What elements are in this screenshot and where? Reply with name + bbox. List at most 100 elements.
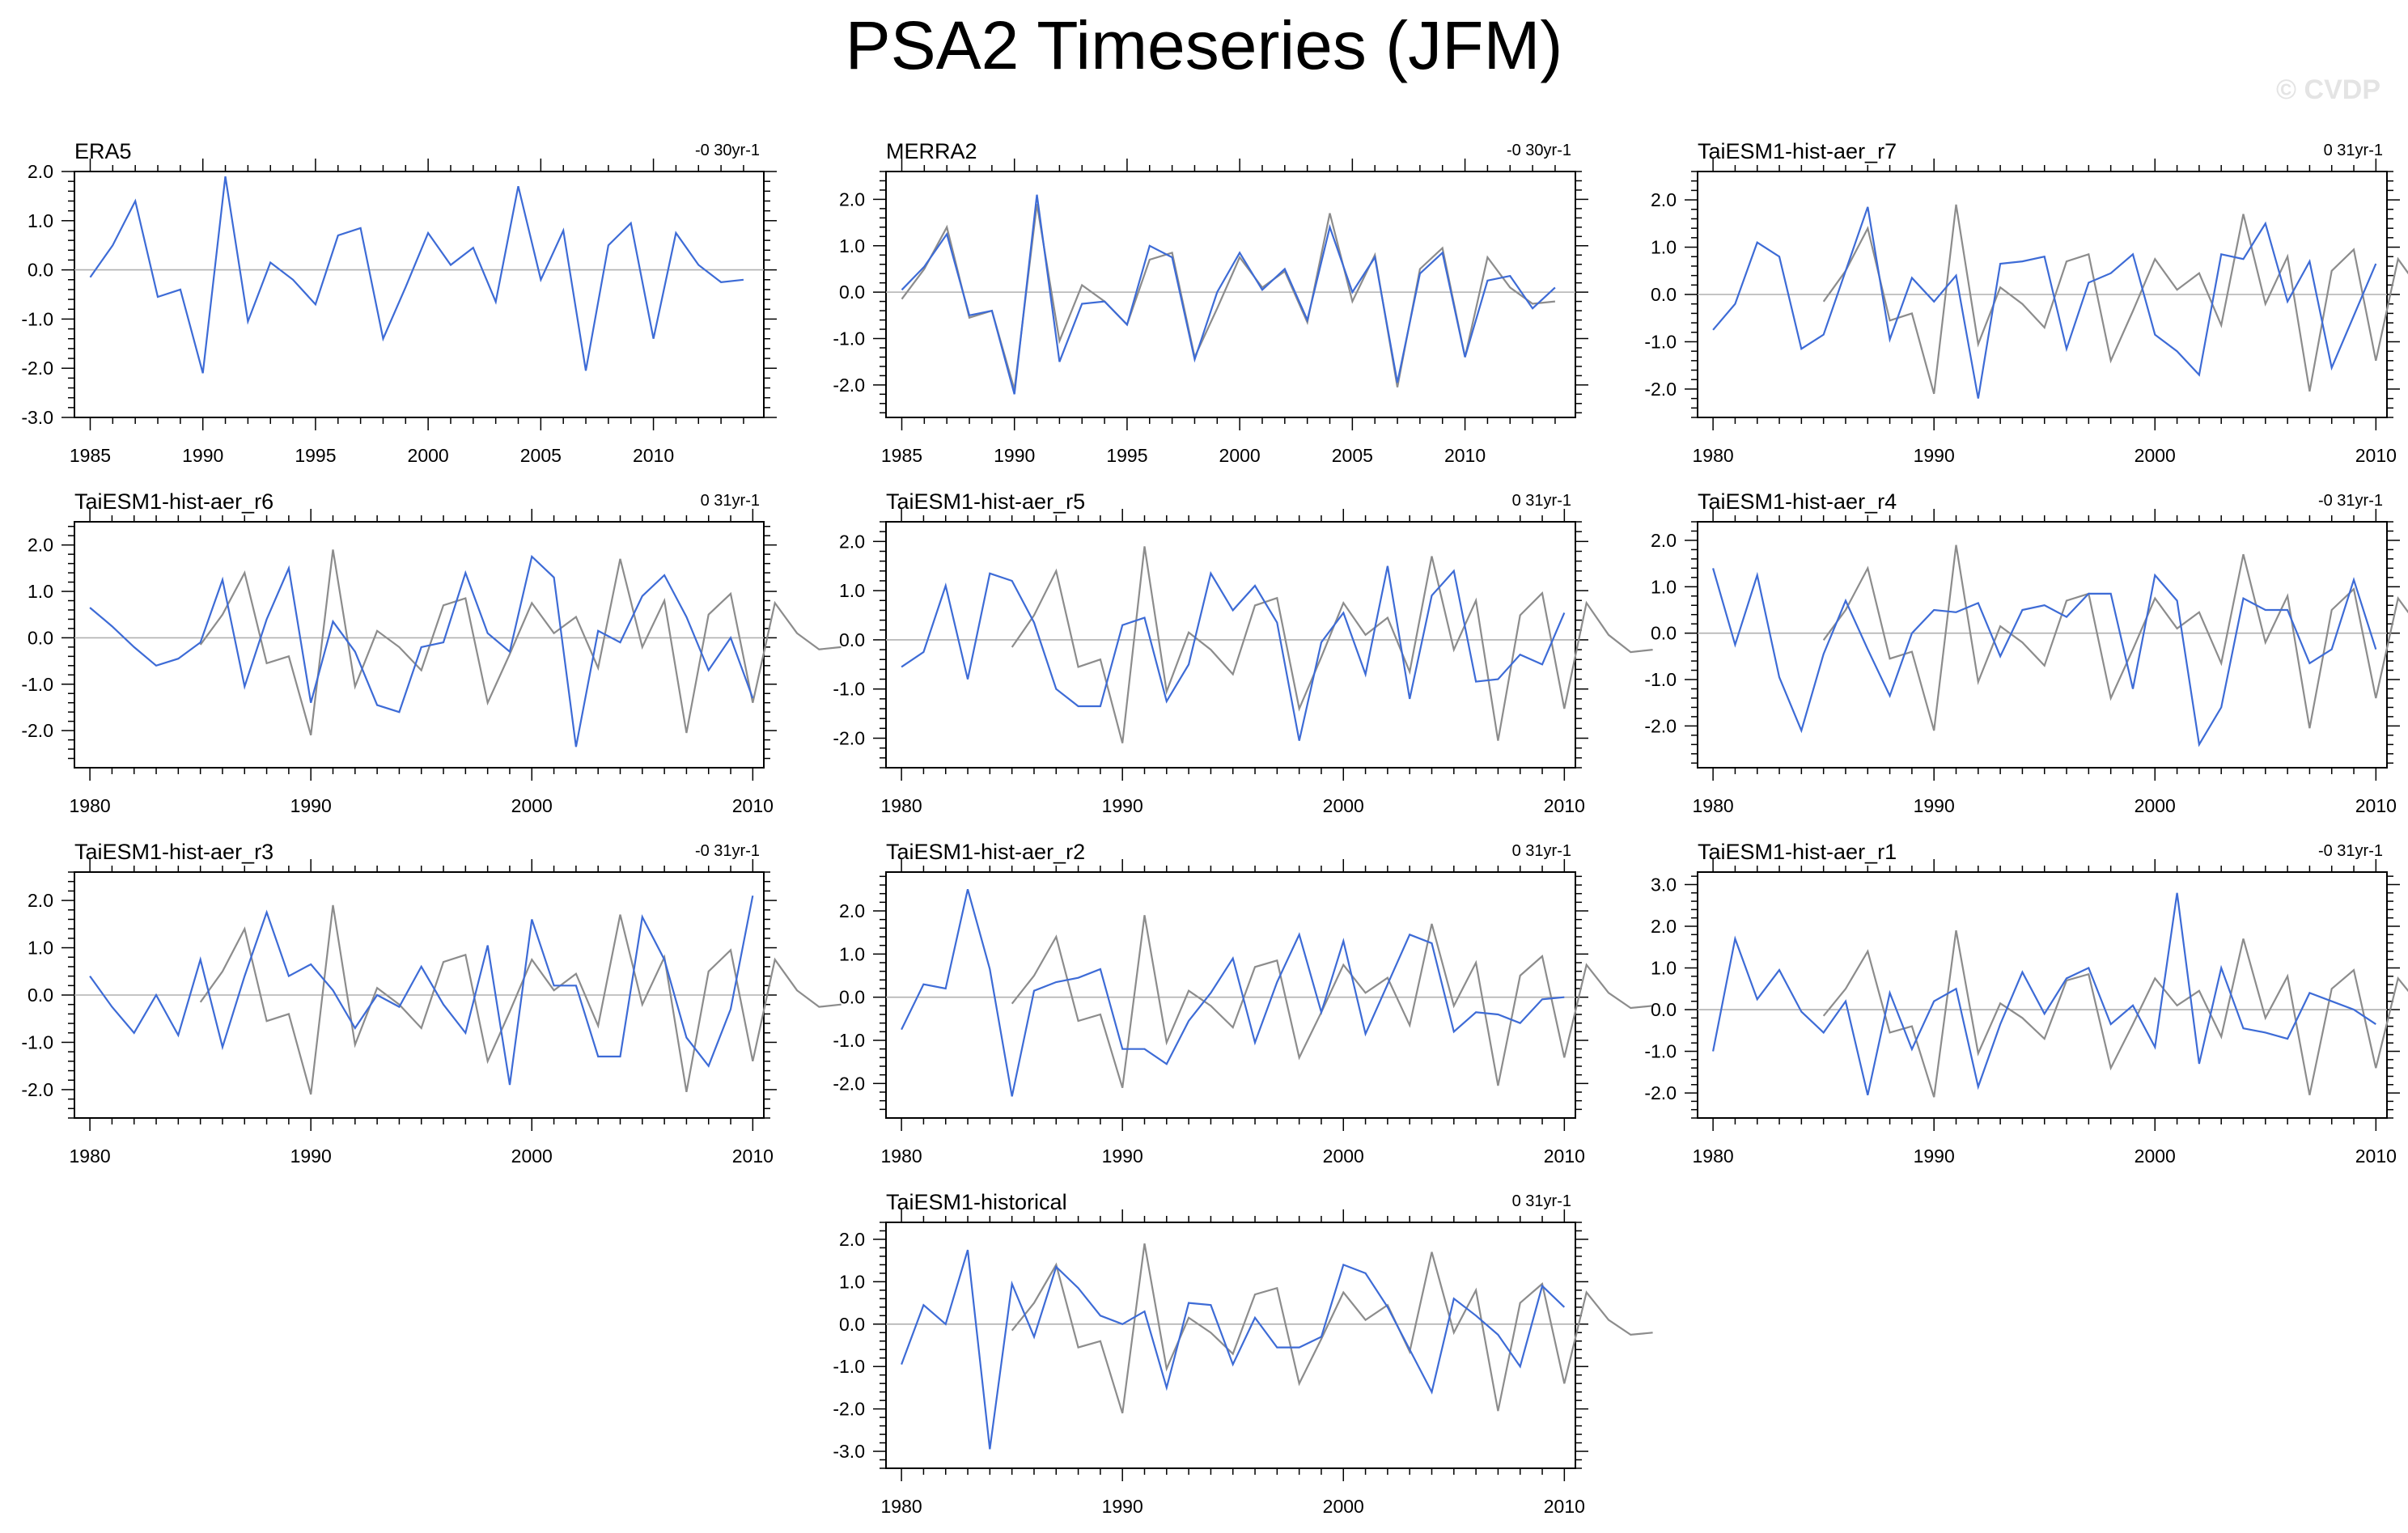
y-tick-label: -2.0	[21, 358, 53, 379]
y-tick-label: 2.0	[1651, 530, 1677, 551]
x-tick-label: 1985	[70, 445, 111, 466]
trend-label: 0 31yr-1	[1512, 1192, 1571, 1210]
x-tick-label: 2010	[732, 795, 774, 816]
x-tick-label: 1990	[290, 795, 332, 816]
x-tick-label: 2000	[2135, 1146, 2176, 1167]
trend-label: -0 31yr-1	[695, 842, 760, 860]
x-tick-label: 2010	[1444, 445, 1486, 466]
y-tick-label: 2.0	[839, 188, 865, 210]
series-line-model	[89, 176, 744, 374]
x-tick-label: 2010	[732, 1146, 774, 1167]
panel-title: TaiESM1-hist-aer_r7	[1698, 139, 1897, 163]
y-tick-label: -3.0	[833, 1441, 865, 1462]
y-tick-label: -1.0	[1644, 1041, 1677, 1062]
x-tick-label: 1990	[1914, 445, 1955, 466]
panel-9: TaiESM1-hist-aer_r1 -0 31yr-1 -2.0 -1.0 0.0 1…	[1644, 840, 2408, 1167]
y-tick-label: 0.0	[28, 627, 53, 648]
panel-8: TaiESM1-hist-aer_r2 0 31yr-1 -2.0 -1.0 0.0 1.…	[833, 840, 1653, 1167]
y-tick-label: -3.0	[21, 407, 53, 428]
panel-title: TaiESM1-hist-aer_r5	[886, 489, 1085, 514]
x-tick-label: 2000	[1323, 1146, 1364, 1167]
x-tick-label: 1995	[295, 445, 336, 466]
x-tick-label: 1980	[70, 795, 111, 816]
x-tick-label: 1985	[881, 445, 922, 466]
y-tick-label: 1.0	[839, 943, 865, 964]
trend-label: -0 31yr-1	[2318, 842, 2383, 860]
x-tick-label: 2000	[511, 1146, 553, 1167]
series-line-observation	[1822, 204, 2408, 395]
y-tick-label: -1.0	[833, 1030, 865, 1051]
x-tick-label: 1990	[1102, 795, 1143, 816]
y-tick-label: 1.0	[1651, 958, 1677, 979]
panel-10: TaiESM1-historical 0 31yr-1 -3.0 -2.0 -1.0 0.…	[833, 1190, 1653, 1517]
x-tick-label: 1990	[182, 445, 223, 466]
cvdp-watermark: © CVDP	[2276, 74, 2380, 105]
y-tick-label: -1.0	[833, 1356, 865, 1377]
x-tick-label: 1980	[70, 1146, 111, 1167]
x-tick-label: 2000	[2135, 445, 2176, 466]
y-tick-label: 1.0	[28, 938, 53, 959]
panel-1: ERA5 -0 30yr-1 -3.0 -2.0 -1.0 0.0 1.0 2.0 1985 19…	[21, 139, 777, 466]
x-tick-label: 1995	[1106, 445, 1147, 466]
trend-label: -0 30yr-1	[695, 142, 760, 159]
trend-label: 0 31yr-1	[1512, 492, 1571, 510]
series-line-observation	[199, 904, 842, 1095]
panel-6: TaiESM1-hist-aer_r4 -0 31yr-1 -2.0 -1.0 0.0 1…	[1644, 489, 2408, 816]
x-tick-label: 1990	[1914, 795, 1955, 816]
panel-3: TaiESM1-hist-aer_r7 0 31yr-1 -2.0 -1.0 0.0 1.…	[1644, 139, 2408, 466]
trend-label: -0 31yr-1	[2318, 492, 2383, 510]
series-line-model	[1712, 568, 2377, 747]
x-tick-label: 1990	[290, 1146, 332, 1167]
y-tick-label: 1.0	[28, 581, 53, 602]
series-line-observation	[1822, 930, 2408, 1098]
series-line-model	[89, 554, 754, 747]
y-tick-label: -1.0	[21, 308, 53, 329]
y-tick-label: 2.0	[28, 890, 53, 911]
y-tick-label: 2.0	[839, 1229, 865, 1250]
panel-title: TaiESM1-hist-aer_r4	[1698, 489, 1897, 514]
y-tick-label: -1.0	[21, 1031, 53, 1052]
y-tick-label: -2.0	[21, 720, 53, 741]
trend-label: 0 31yr-1	[1512, 842, 1571, 860]
plot-frame	[885, 1222, 1576, 1469]
x-tick-label: 1980	[881, 795, 922, 816]
y-tick-label: 1.0	[28, 210, 53, 231]
y-tick-label: 1.0	[1651, 576, 1677, 597]
x-tick-label: 1980	[1693, 445, 1734, 466]
x-tick-label: 2005	[520, 445, 562, 466]
plot-frame	[1697, 871, 2388, 1119]
y-tick-label: 0.0	[28, 260, 53, 281]
x-tick-label: 1980	[1693, 795, 1734, 816]
plot-frame	[74, 171, 765, 418]
panel-title: TaiESM1-hist-aer_r2	[886, 840, 1085, 864]
series-line-observation	[901, 204, 1556, 390]
x-tick-label: 2010	[2355, 795, 2397, 816]
series-line-model	[901, 565, 1566, 741]
panel-7: TaiESM1-hist-aer_r3 -0 31yr-1 -2.0 -1.0 0.0 1…	[21, 840, 842, 1167]
plot-frame	[885, 521, 1576, 769]
x-tick-label: 1990	[1914, 1146, 1955, 1167]
y-tick-label: 0.0	[839, 987, 865, 1008]
x-tick-label: 1980	[881, 1146, 922, 1167]
y-tick-label: 1.0	[1651, 237, 1677, 258]
trend-label: -0 30yr-1	[1507, 142, 1571, 159]
panel-4: TaiESM1-hist-aer_r6 0 31yr-1 -2.0 -1.0 0.0 1.…	[21, 489, 842, 816]
y-tick-label: 0.0	[1651, 999, 1677, 1020]
panel-title: TaiESM1-hist-aer_r1	[1698, 840, 1897, 864]
panel-title: MERRA2	[886, 139, 977, 163]
series-line-observation	[1011, 1243, 1653, 1414]
x-tick-label: 2010	[633, 445, 674, 466]
series-line-model	[901, 194, 1556, 395]
x-tick-label: 2000	[1219, 445, 1261, 466]
y-tick-label: -1.0	[833, 679, 865, 700]
y-tick-label: 1.0	[839, 235, 865, 256]
y-tick-label: 3.0	[1651, 874, 1677, 895]
y-tick-label: 0.0	[28, 985, 53, 1006]
x-tick-label: 2010	[1544, 1146, 1585, 1167]
series-line-observation	[1011, 546, 1653, 743]
y-tick-label: 0.0	[839, 629, 865, 650]
series-line-model	[901, 1249, 1566, 1450]
x-tick-label: 1990	[994, 445, 1035, 466]
x-tick-label: 2000	[2135, 795, 2176, 816]
